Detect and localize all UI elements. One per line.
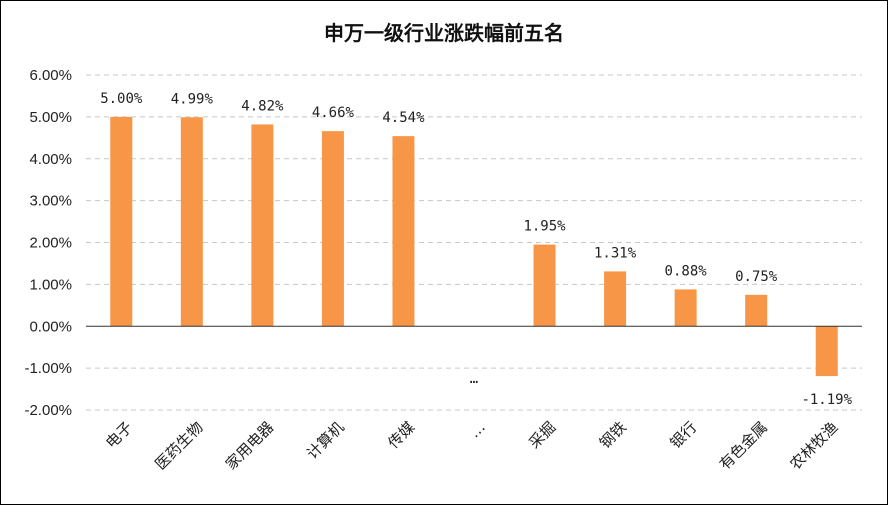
- data-label: 5.00%: [100, 91, 143, 107]
- x-tick-label: 钢铁: [596, 418, 630, 452]
- data-label: 1.95%: [523, 219, 566, 235]
- x-tick-label: 有色金属: [716, 418, 771, 473]
- x-tick-label: 电子: [102, 418, 136, 452]
- bar: [180, 117, 203, 327]
- data-label: 1.31%: [594, 245, 637, 261]
- x-tick-label: 医药生物: [151, 418, 206, 473]
- data-label: 4.66%: [312, 105, 355, 121]
- y-tick-label: 5.00%: [29, 109, 72, 126]
- bar: [321, 131, 344, 327]
- y-tick-label: 0.00%: [29, 318, 72, 335]
- bar: [604, 271, 627, 327]
- y-tick-label: 1.00%: [29, 276, 72, 293]
- bars: [110, 116, 838, 377]
- data-labels: 5.00% 4.99% 4.82% 4.66% 4.54% … 1.95% 1.31% 0.88…: [100, 91, 852, 408]
- y-tick-label: 3.00%: [29, 193, 72, 210]
- bar: [815, 326, 838, 377]
- data-label: -1.19%: [801, 392, 852, 408]
- bar: [745, 294, 768, 327]
- chart-title: 申万一级行业涨跌幅前五名: [324, 21, 564, 45]
- gridlines: [86, 74, 862, 411]
- y-axis-ticks: -2.00% -1.00% 0.00% 1.00% 2.00% 3.00% 4.00% 5.0…: [24, 67, 72, 419]
- data-label: 0.88%: [665, 263, 708, 279]
- data-label: 4.54%: [382, 110, 425, 126]
- x-tick-label: 传媒: [384, 418, 418, 452]
- x-tick-label: …: [465, 418, 488, 441]
- y-tick-label: -1.00%: [24, 360, 72, 377]
- x-tick-label: 采掘: [525, 418, 559, 452]
- bar: [533, 244, 556, 327]
- x-tick-label: 家用电器: [222, 418, 277, 473]
- bar: [251, 124, 274, 327]
- data-label: 4.99%: [171, 91, 214, 107]
- data-label: 4.82%: [241, 98, 284, 114]
- data-label: …: [470, 371, 478, 387]
- y-tick-label: 4.00%: [29, 151, 72, 168]
- bar: [674, 289, 697, 327]
- x-tick-label: 计算机: [303, 418, 348, 463]
- x-tick-label: 银行: [667, 418, 701, 452]
- x-tick-label: 农林牧渔: [786, 418, 841, 473]
- y-tick-label: 6.00%: [29, 67, 72, 84]
- bar: [392, 136, 415, 327]
- bar: [110, 116, 133, 327]
- data-label: 0.75%: [735, 269, 778, 285]
- x-axis-labels: 电子 医药生物 家用电器 计算机 传媒 … 采掘 钢铁 银行 有色金属 农林牧渔: [102, 418, 841, 473]
- y-tick-label: -2.00%: [24, 402, 72, 419]
- y-tick-label: 2.00%: [29, 235, 72, 252]
